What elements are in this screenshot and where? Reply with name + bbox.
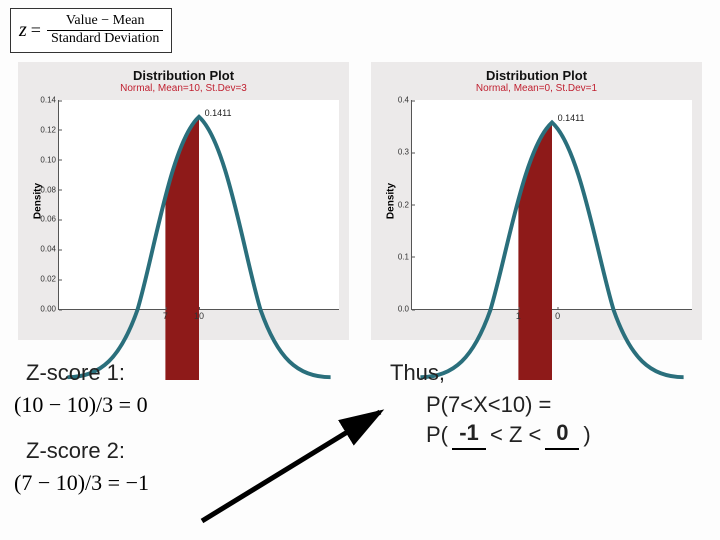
chart-left-svg [59,100,339,380]
ytick: 0.00 [40,305,59,314]
chart-left-peak-label: 0.1411 [205,108,232,118]
formula-equals: = [31,20,41,41]
z-formula-box: z = Value − Mean Standard Deviation [10,8,172,53]
ytick: 0.02 [40,275,59,284]
xtick: 7 [163,309,168,321]
prob-close: ) [583,422,590,448]
chart-right-ylabel: Density [386,183,397,219]
chart-right-panel: Distribution Plot Normal, Mean=0, St.Dev… [371,62,702,340]
z-score-1-label: Z-score 1: [26,360,125,386]
formula-lhs: z [19,19,27,42]
ytick: 0.2 [398,200,412,209]
prob-line-2: P( -1 < Z < 0 ) [426,422,591,450]
formula-fraction: Value − Mean Standard Deviation [47,13,163,48]
charts-row: Distribution Plot Normal, Mean=10, St.De… [18,62,702,340]
prob-line-1: P(7<X<10) = [426,392,591,418]
ytick: 0.08 [40,185,59,194]
formula-numerator: Value − Mean [47,13,163,31]
chart-left-plot: 0.1411 0.000.020.040.060.080.100.120.147… [58,100,339,310]
chart-left-subtitle: Normal, Mean=10, St.Dev=3 [24,83,343,94]
blank-2-value: 0 [556,420,568,445]
chart-right-subtitle: Normal, Mean=0, St.Dev=1 [377,83,696,94]
blank-1-value: -1 [459,420,479,445]
prob-mid: < Z < [490,422,541,448]
thus-block: Thus, P(7<X<10) = P( -1 < Z < 0 ) [390,360,591,450]
ytick: 0.06 [40,215,59,224]
prob-p-open: P( [426,422,448,448]
ytick: 0.14 [40,96,59,105]
ytick: 0.12 [40,125,59,134]
blank-2: 0 [545,422,579,450]
chart-left-title: Distribution Plot [24,68,343,83]
z-score-1-equation: (10 − 10)/3 = 0 [14,392,148,418]
bottom-region: Z-score 1: (10 − 10)/3 = 0 Z-score 2: (7… [20,356,700,532]
chart-right-shaded [518,122,552,380]
chart-right-svg [412,100,692,380]
ytick: 0.4 [398,96,412,105]
formula-denominator: Standard Deviation [47,31,163,48]
chart-right-peak-label: 0.1411 [558,113,585,123]
chart-left-panel: Distribution Plot Normal, Mean=10, St.De… [18,62,349,340]
blank-1: -1 [452,422,486,450]
ytick: 0.0 [398,305,412,314]
ytick: 0.10 [40,155,59,164]
ytick: 0.04 [40,245,59,254]
ytick: 0.1 [398,252,412,261]
xtick: 1 [516,309,521,321]
arrow-icon [192,406,392,526]
xtick: 10 [194,309,204,321]
chart-left-shaded [165,117,199,380]
thus-label: Thus, [390,360,591,386]
z-score-2-label: Z-score 2: [26,438,125,464]
chart-right-plot: 0.1411 0.00.10.20.30.410 [411,100,692,310]
z-score-2-equation: (7 − 10)/3 = −1 [14,470,149,496]
ytick: 0.3 [398,148,412,157]
chart-right-title: Distribution Plot [377,68,696,83]
xtick: 0 [555,309,560,321]
